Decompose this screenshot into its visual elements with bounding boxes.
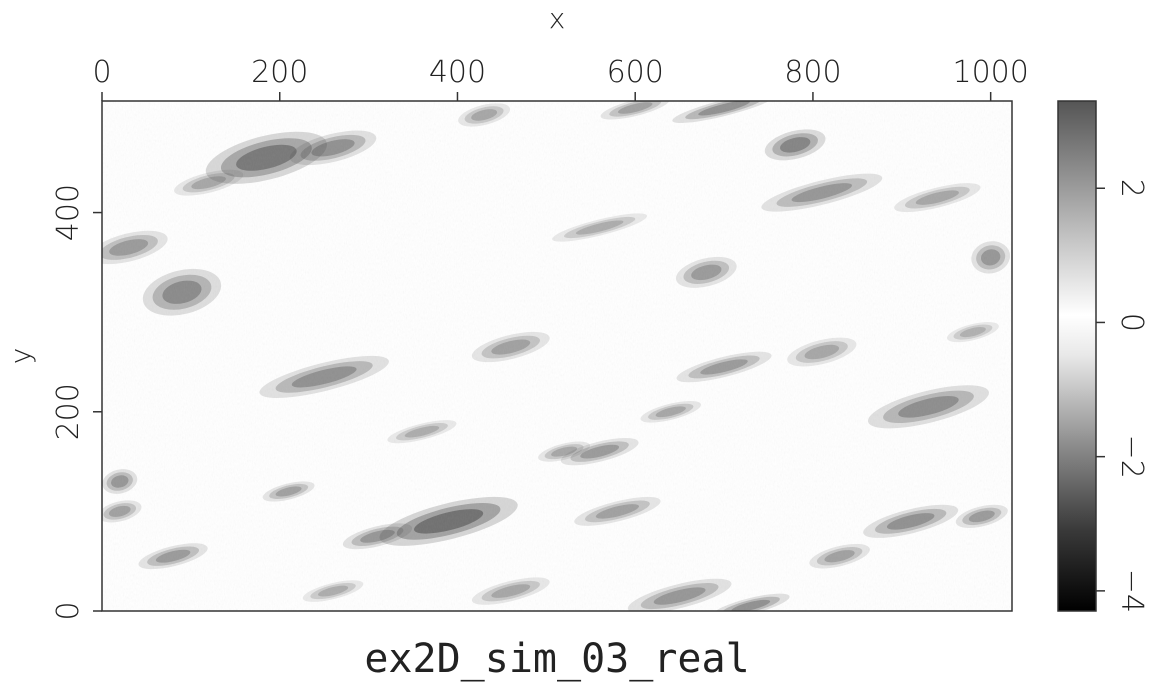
x-tick-label: 200	[251, 55, 308, 90]
texture-overlay	[102, 101, 1012, 611]
y-tick-label: 0	[51, 601, 86, 620]
colorbar	[1057, 100, 1097, 612]
colorbar-axis: −4 −2 0 2	[1096, 179, 1149, 613]
x-axis: 0 200 400 600 800 1000	[92, 55, 1029, 101]
chart-title: ex2D_sim_03_real	[364, 636, 749, 682]
x-tick-label: 400	[429, 55, 486, 90]
x-axis-title: x	[549, 2, 566, 35]
y-axis: 0 200 400	[51, 184, 102, 621]
colorbar-tick-label: −2	[1114, 435, 1149, 479]
x-tick-label: 0	[92, 55, 111, 90]
y-tick-label: 400	[51, 184, 86, 241]
x-tick-label: 1000	[952, 55, 1028, 90]
plot-frame	[101, 100, 1013, 612]
y-axis-title: y	[4, 348, 37, 365]
colorbar-tick-label: 0	[1114, 313, 1149, 332]
colorbar-tick-label: −4	[1114, 569, 1149, 613]
colorbar-tick-label: 2	[1114, 179, 1149, 198]
y-tick-label: 200	[51, 383, 86, 440]
x-tick-label: 600	[607, 55, 664, 90]
x-tick-label: 800	[784, 55, 841, 90]
